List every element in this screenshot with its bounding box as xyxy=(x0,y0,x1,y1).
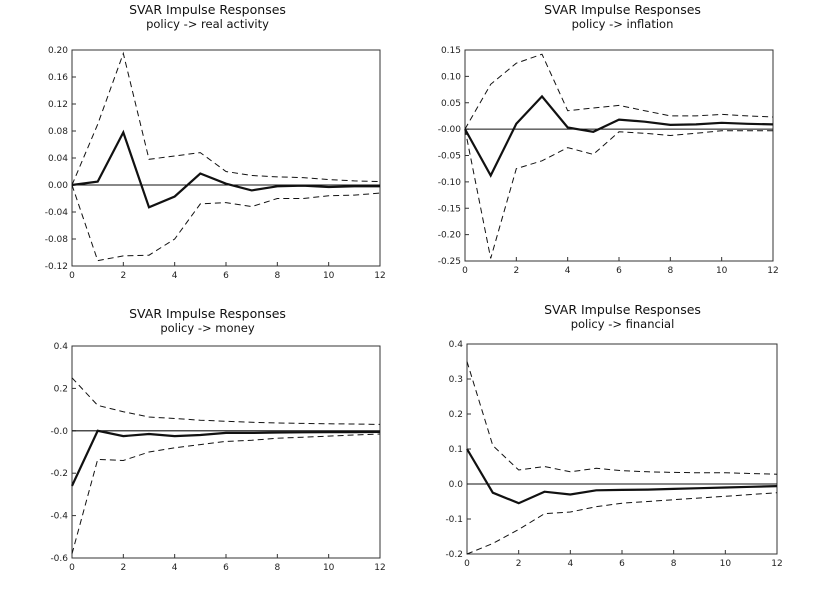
chart-title: SVAR Impulse Responses policy -> money xyxy=(0,306,415,336)
chart-panel-real-activity: SVAR Impulse Responses policy -> real ac… xyxy=(0,0,415,294)
x-tick-label: 2 xyxy=(120,271,126,281)
x-tick-label: 8 xyxy=(671,559,677,569)
x-tick-label: 6 xyxy=(223,563,229,573)
y-tick-label: 0.3 xyxy=(449,375,463,385)
y-tick-label: -0.4 xyxy=(50,512,68,522)
chart-svg-inflation: 0.15 0.10 0.05 -0.00 -0.05 -0.10 -0.15 -0.20 -0.… xyxy=(438,46,779,276)
x-tick-label: 10 xyxy=(323,563,335,573)
x-tick-label: 0 xyxy=(69,563,75,573)
chart-subtitle: policy -> financial xyxy=(570,317,675,331)
x-tick-label: 6 xyxy=(616,266,622,276)
lower-band-line xyxy=(71,184,381,262)
chart-title-line: SVAR Impulse Responses xyxy=(129,2,286,17)
x-tick-label: 4 xyxy=(172,563,178,573)
x-tick-label: 12 xyxy=(374,563,385,573)
x-tick-label: 8 xyxy=(667,266,673,276)
y-tick-label: -0.12 xyxy=(45,262,68,272)
x-tick-label: 10 xyxy=(716,266,728,276)
chart-title-line: SVAR Impulse Responses xyxy=(544,2,701,17)
x-tick-label: 6 xyxy=(223,271,229,281)
x-tick-label: 6 xyxy=(619,559,625,569)
impulse-response-line xyxy=(71,129,380,209)
plot-frame xyxy=(466,343,778,555)
chart-svg-financial: 0.4 0.3 0.2 0.1 0.0 -0.1 -0.20 2 4 6 8 10 12 xyxy=(445,340,782,569)
chart-title: SVAR Impulse Responses policy -> financi… xyxy=(415,302,830,332)
x-tick-label: 4 xyxy=(565,266,571,276)
y-tick-label: -0.6 xyxy=(50,554,68,564)
y-tick-label: 0.2 xyxy=(54,384,68,394)
chart-title: SVAR Impulse Responses policy -> real ac… xyxy=(0,2,415,32)
lower-band-line xyxy=(466,492,778,555)
y-tick-label: 0.12 xyxy=(48,100,68,110)
x-tick-label: 12 xyxy=(767,266,778,276)
y-tick-label: -0.2 xyxy=(445,550,463,560)
chart-subtitle: policy -> inflation xyxy=(571,17,674,31)
x-tick-label: 10 xyxy=(720,559,732,569)
y-tick-label: 0.05 xyxy=(441,99,461,109)
chart-title-line: SVAR Impulse Responses xyxy=(544,302,701,317)
chart-subtitle: policy -> money xyxy=(160,321,255,335)
upper-band-line xyxy=(71,51,381,186)
impulse-response-line xyxy=(466,448,778,505)
upper-band-line xyxy=(71,377,381,425)
plot-frame xyxy=(71,49,381,267)
y-tick-label: 0.2 xyxy=(449,410,463,420)
upper-band-line xyxy=(466,361,778,475)
chart-title: SVAR Impulse Responses policy -> inflati… xyxy=(415,2,830,32)
y-tick-label: -0.00 xyxy=(438,125,462,135)
chart-subtitle: policy -> real activity xyxy=(146,17,269,31)
y-tick-label: -0.1 xyxy=(445,515,463,525)
y-tick-label: -0.15 xyxy=(438,204,461,214)
upper-band-line xyxy=(464,53,774,130)
chart-panel-financial: SVAR Impulse Responses policy -> financi… xyxy=(415,294,830,589)
y-tick-label: 0.16 xyxy=(48,73,68,83)
y-tick-label: 0.20 xyxy=(48,46,68,56)
chart-panel-money: SVAR Impulse Responses policy -> money 0… xyxy=(0,294,415,589)
x-tick-label: 8 xyxy=(274,271,280,281)
y-tick-label: 0.15 xyxy=(441,46,461,56)
x-tick-label: 4 xyxy=(172,271,178,281)
impulse-response-line xyxy=(71,429,381,487)
x-tick-label: 2 xyxy=(516,559,522,569)
x-tick-label: 2 xyxy=(120,563,126,573)
chart-title-line: SVAR Impulse Responses xyxy=(129,306,286,321)
y-tick-label: -0.20 xyxy=(438,231,462,241)
x-tick-label: 0 xyxy=(462,266,468,276)
chart-panel-inflation: SVAR Impulse Responses policy -> inflati… xyxy=(415,0,830,294)
y-tick-label: 0.04 xyxy=(48,154,68,164)
x-tick-label: 12 xyxy=(771,559,782,569)
y-tick-label: -0.25 xyxy=(438,257,461,267)
y-tick-label: 0.0 xyxy=(449,480,464,490)
y-tick-label: -0.10 xyxy=(438,178,462,188)
y-tick-label: -0.04 xyxy=(45,208,69,218)
lower-band-line xyxy=(71,433,381,554)
y-tick-label: 0.00 xyxy=(48,181,68,191)
plot-frame xyxy=(464,49,774,262)
y-tick-label: -0.05 xyxy=(438,152,461,162)
y-tick-label: -0.0 xyxy=(50,427,68,437)
y-tick-label: 0.4 xyxy=(54,342,69,352)
x-tick-label: 8 xyxy=(274,563,280,573)
y-tick-label: 0.1 xyxy=(449,445,463,455)
y-tick-label: -0.08 xyxy=(45,235,69,245)
plot-frame xyxy=(71,345,381,559)
y-tick-label: -0.2 xyxy=(50,469,68,479)
x-tick-label: 4 xyxy=(567,559,573,569)
y-tick-label: 0.08 xyxy=(48,127,68,137)
x-tick-label: 10 xyxy=(323,271,335,281)
x-tick-label: 0 xyxy=(464,559,470,569)
lower-band-line xyxy=(464,129,773,259)
impulse-response-line xyxy=(464,94,774,178)
x-tick-label: 2 xyxy=(513,266,519,276)
x-tick-label: 0 xyxy=(69,271,75,281)
x-tick-label: 12 xyxy=(374,271,385,281)
chart-svg-real-activity: 0.20 0.16 0.12 0.08 0.04 0.00 -0.04 -0.08 -0.120… xyxy=(45,46,386,281)
chart-svg-money: 0.4 0.2 -0.0 -0.2 -0.4 -0.60 2 4 6 8 10 12 xyxy=(50,342,385,573)
y-tick-label: 0.4 xyxy=(449,340,464,350)
y-tick-label: 0.10 xyxy=(441,72,461,82)
